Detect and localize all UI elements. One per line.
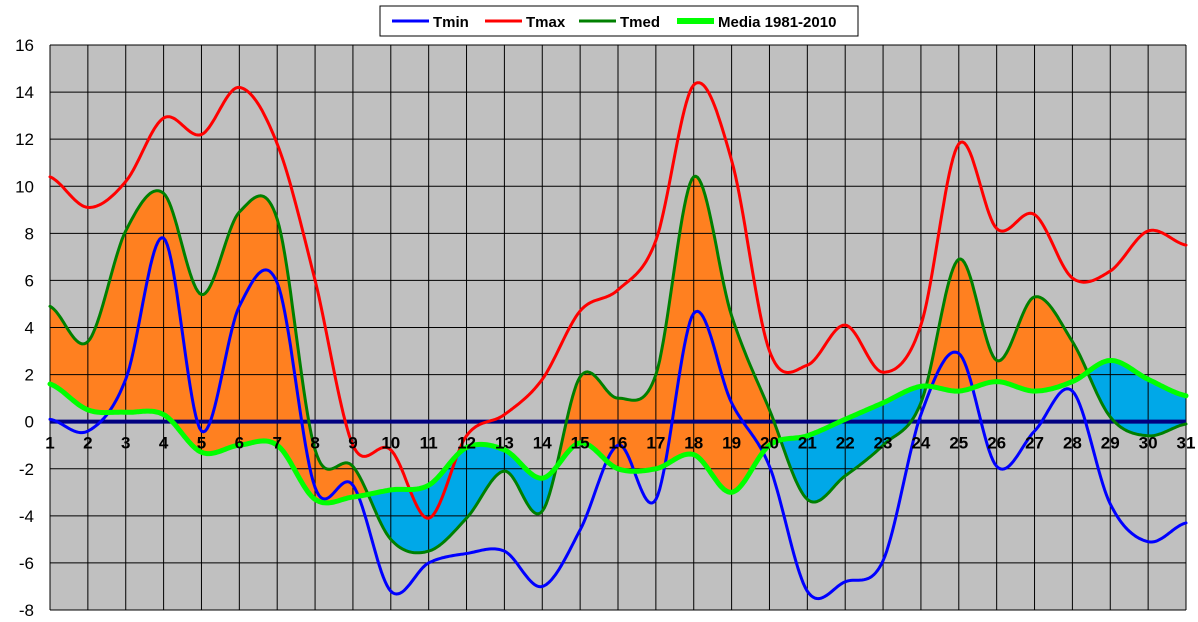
x-tick-label: 1 (45, 434, 54, 453)
x-tick-label: 13 (495, 434, 514, 453)
y-tick-label: 10 (15, 177, 34, 196)
x-tick-label: 14 (533, 434, 552, 453)
x-tick-label: 17 (646, 434, 665, 453)
y-tick-label: 6 (25, 271, 34, 290)
x-tick-label: 23 (874, 434, 893, 453)
x-tick-label: 6 (235, 434, 244, 453)
x-tick-label: 19 (722, 434, 741, 453)
x-tick-label: 15 (571, 434, 590, 453)
x-tick-label: 10 (381, 434, 400, 453)
x-tick-label: 24 (911, 434, 930, 453)
series-line-tmin (48, 236, 1188, 601)
legend-label-tmax: Tmax (526, 14, 566, 31)
x-tick-label: 7 (272, 434, 281, 453)
legend-label-tmed: Tmed (620, 14, 660, 31)
fill-below-normal (780, 386, 927, 503)
x-tick-label: 25 (949, 434, 968, 453)
x-tick-label: 30 (1139, 434, 1158, 453)
x-tick-label: 28 (1063, 434, 1082, 453)
x-tick-label: 11 (420, 434, 438, 453)
x-tick-label: 4 (159, 434, 169, 453)
x-tick-label: 3 (121, 434, 130, 453)
x-tick-label: 31 (1177, 434, 1196, 453)
x-tick-label: 20 (760, 434, 779, 453)
x-tick-label: 18 (684, 434, 703, 453)
y-tick-label: -6 (19, 554, 34, 573)
fill-above-normal (556, 176, 781, 493)
legend-label-media: Media 1981-2010 (718, 14, 836, 31)
x-tick-label: 21 (798, 434, 817, 453)
x-tick-label: 22 (836, 434, 855, 453)
x-tick-label: 16 (609, 434, 628, 453)
y-tick-label: -4 (19, 507, 34, 526)
plot-area (47, 44, 1189, 611)
x-tick-label: 2 (83, 434, 92, 453)
x-tick-label: 9 (348, 434, 357, 453)
y-tick-label: 12 (15, 130, 34, 149)
y-tick-label: 14 (15, 83, 34, 102)
x-tick-label: 5 (197, 434, 206, 453)
x-tick-label: 8 (310, 434, 319, 453)
y-tick-label: 4 (25, 319, 34, 338)
legend-label-tmin: Tmin (433, 14, 469, 31)
legend-box (379, 5, 859, 37)
legend: Tmin Tmax Tmed Media 1981-2010 (379, 5, 859, 37)
x-tick-label: 27 (1025, 434, 1044, 453)
series-line-tmax (48, 81, 1188, 520)
fill-above-normal (50, 190, 369, 503)
y-tick-label: 16 (15, 36, 34, 55)
series-line-media (47, 358, 1189, 506)
x-tick-label: 12 (457, 434, 476, 453)
y-tick-label: -2 (19, 460, 34, 479)
x-tick-label: 29 (1101, 434, 1120, 453)
y-tick-label: -8 (19, 601, 34, 620)
x-tick-label: 26 (987, 434, 1006, 453)
y-tick-label: 0 (25, 413, 34, 432)
y-tick-label: 2 (25, 366, 34, 385)
series-line-tmed (48, 174, 1188, 555)
y-tick-label: 8 (25, 224, 34, 243)
fill-above-normal (926, 258, 1088, 392)
